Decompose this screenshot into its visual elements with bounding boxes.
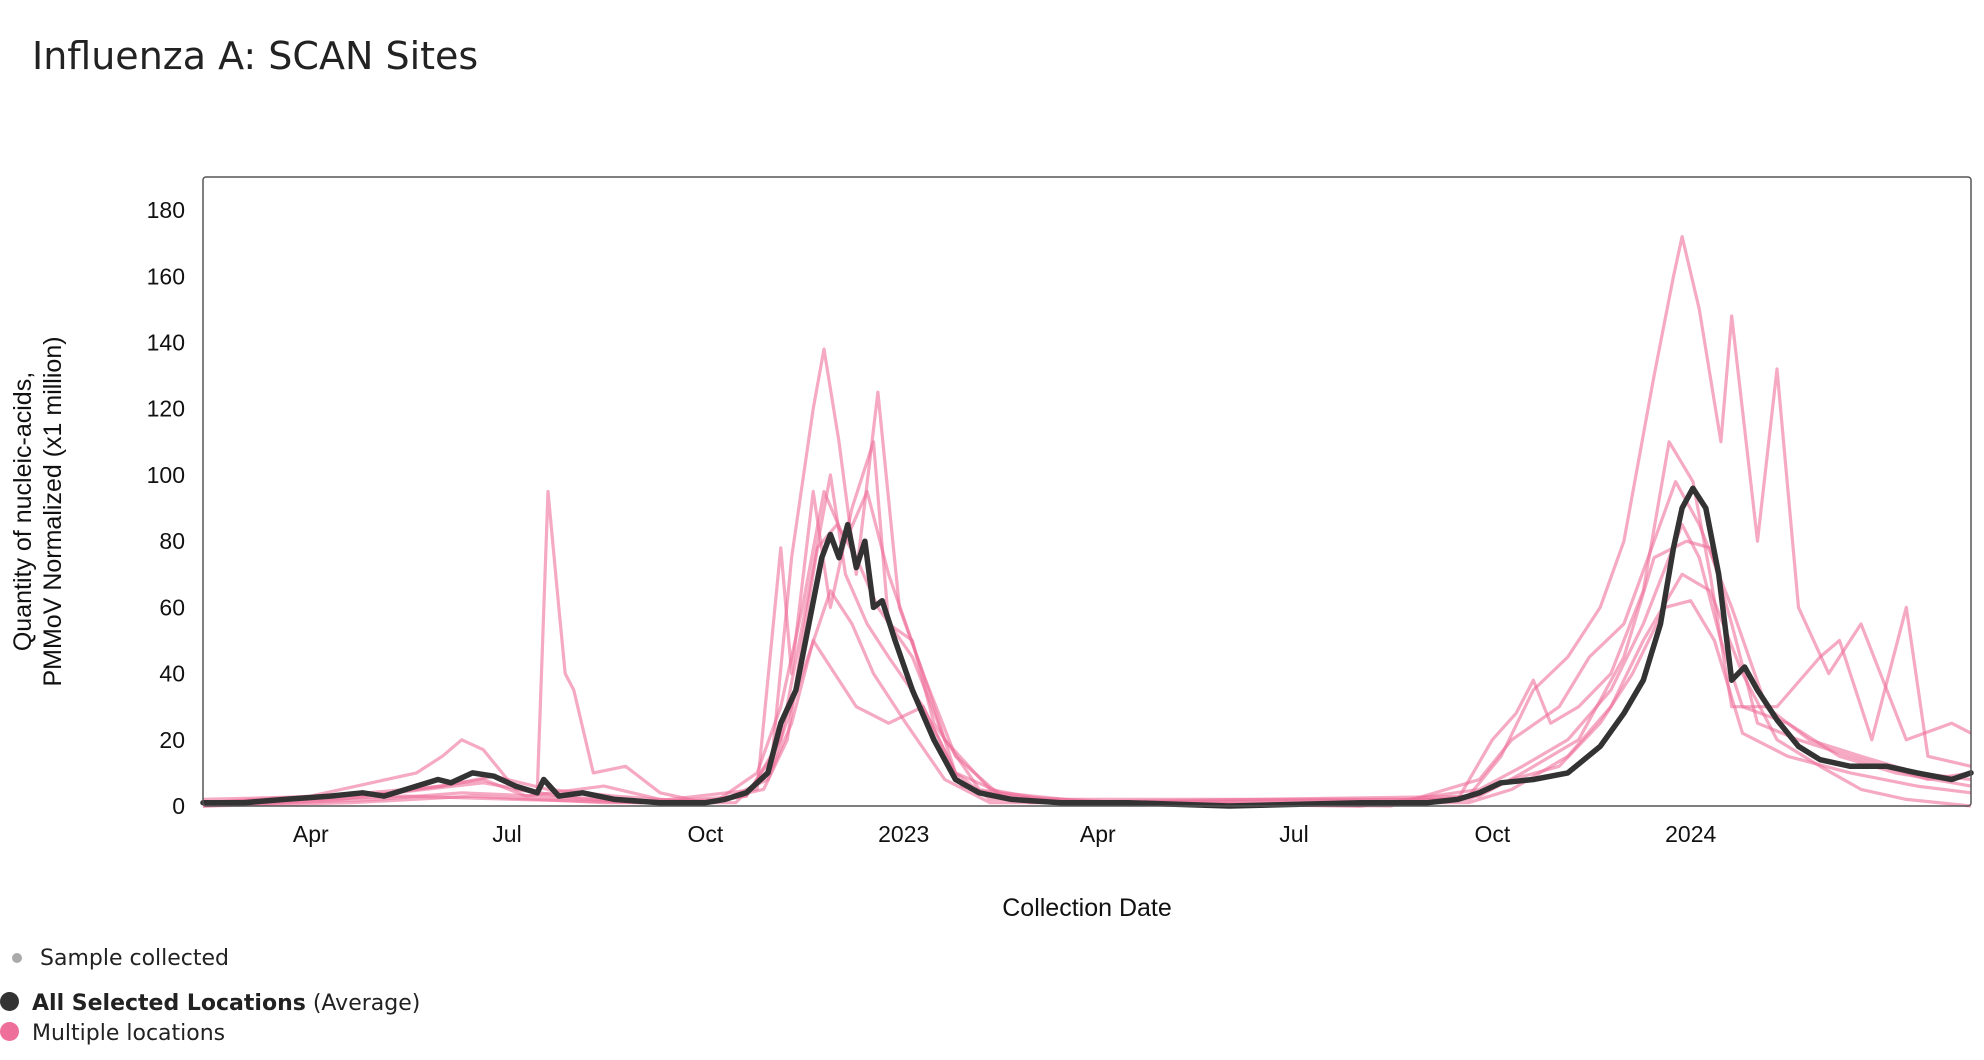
y-tick-label: 140	[147, 330, 185, 356]
y-tick-label: 60	[159, 594, 185, 620]
y-axis-title-line-2: PMMoV Normalized (x1 million)	[39, 336, 67, 686]
x-axis-title: Collection Date	[1002, 894, 1172, 922]
plot-frame	[202, 176, 1972, 807]
y-tick-label: 20	[159, 727, 185, 753]
location-series-line	[202, 473, 1972, 805]
x-tick-label: 2023	[878, 821, 929, 847]
average-series-line	[200, 485, 1974, 809]
x-tick-label: Oct	[687, 821, 723, 847]
location-series-line	[202, 480, 1972, 808]
legend-locations-label: Multiple locations	[32, 1021, 226, 1046]
x-tick-label: Apr	[1080, 821, 1116, 847]
x-tick-label: Jul	[1279, 821, 1308, 847]
series-layer	[200, 235, 1974, 809]
y-tick-label: 0	[172, 793, 185, 819]
y-tick-label: 100	[147, 462, 185, 488]
y-axis-ticks: 0 20 40 60 80 100 120 140 160 180	[147, 197, 185, 819]
y-tick-label: 40	[159, 661, 185, 687]
y-tick-label: 80	[159, 528, 185, 554]
x-tick-label: Apr	[293, 821, 329, 847]
legend-average-label: All Selected Locations	[32, 991, 306, 1016]
legend-average-suffix: (Average)	[305, 991, 421, 1016]
location-series-line	[202, 440, 1972, 805]
locations-dot-icon	[0, 1022, 19, 1041]
y-axis-title-line-1: Quantity of nucleic-acids,	[9, 372, 37, 651]
legend-sample-label: Sample collected	[40, 946, 230, 971]
average-dot-icon	[0, 992, 19, 1011]
y-tick-label: 120	[147, 396, 185, 422]
x-axis-ticks: Apr Jul Oct 2023 Apr Jul Oct 2024	[293, 821, 1717, 847]
location-series-line	[202, 572, 1972, 808]
sample-dot-icon	[12, 953, 22, 963]
y-tick-label: 160	[147, 263, 185, 289]
location-series-line	[202, 523, 1972, 808]
page-title: Influenza A: SCAN Sites	[32, 34, 479, 78]
x-tick-label: Jul	[492, 821, 521, 847]
x-tick-label: 2024	[1665, 821, 1716, 847]
y-tick-label: 180	[147, 197, 185, 223]
x-tick-label: Oct	[1474, 821, 1510, 847]
